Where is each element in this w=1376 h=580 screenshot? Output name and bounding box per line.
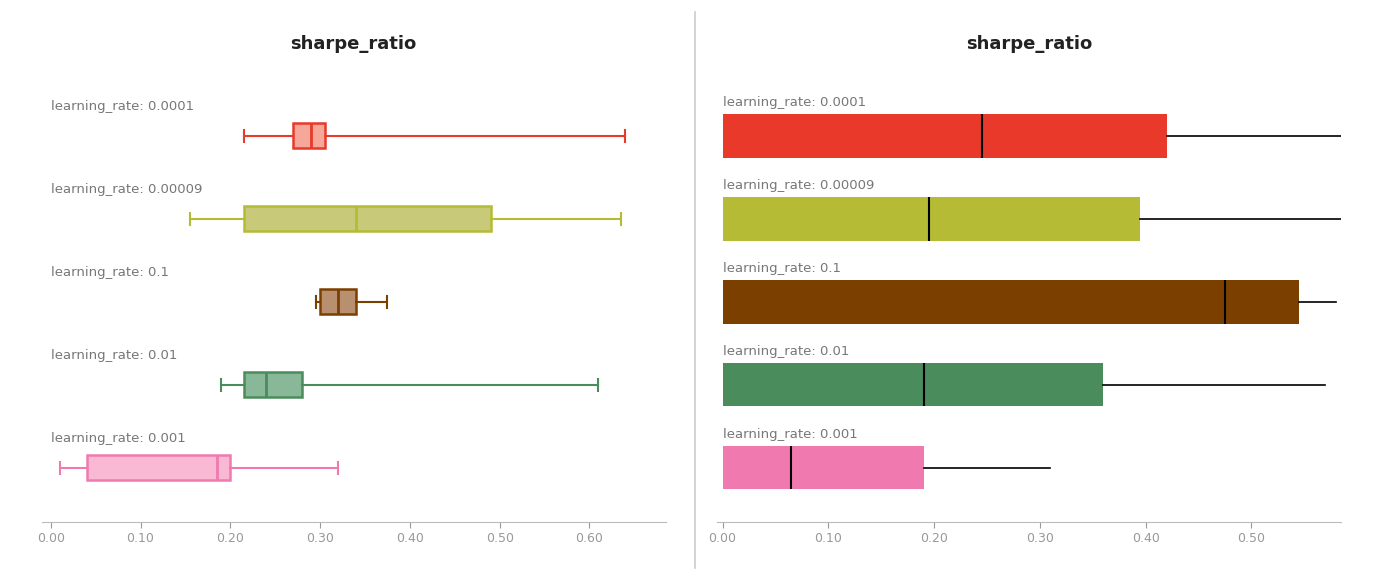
Title: sharpe_ratio: sharpe_ratio <box>290 35 417 53</box>
Text: learning_rate: 0.01: learning_rate: 0.01 <box>51 349 178 362</box>
Bar <box>722 363 1104 407</box>
Text: learning_rate: 0.1: learning_rate: 0.1 <box>51 266 169 278</box>
PathPatch shape <box>244 206 491 231</box>
PathPatch shape <box>293 124 325 148</box>
Text: learning_rate: 0.001: learning_rate: 0.001 <box>722 429 857 441</box>
Text: learning_rate: 0.00009: learning_rate: 0.00009 <box>722 179 874 193</box>
Text: learning_rate: 0.01: learning_rate: 0.01 <box>722 345 849 358</box>
Bar <box>722 447 923 490</box>
Text: learning_rate: 0.0001: learning_rate: 0.0001 <box>51 100 194 113</box>
PathPatch shape <box>87 455 230 480</box>
Text: learning_rate: 0.00009: learning_rate: 0.00009 <box>51 183 202 195</box>
Title: sharpe_ratio: sharpe_ratio <box>966 35 1093 53</box>
PathPatch shape <box>244 372 303 397</box>
Text: learning_rate: 0.1: learning_rate: 0.1 <box>722 262 841 276</box>
Text: learning_rate: 0.001: learning_rate: 0.001 <box>51 432 186 445</box>
Bar <box>722 280 1299 324</box>
PathPatch shape <box>321 289 356 314</box>
Bar <box>722 197 1141 241</box>
Text: learning_rate: 0.0001: learning_rate: 0.0001 <box>722 96 866 110</box>
Bar <box>722 114 1167 158</box>
